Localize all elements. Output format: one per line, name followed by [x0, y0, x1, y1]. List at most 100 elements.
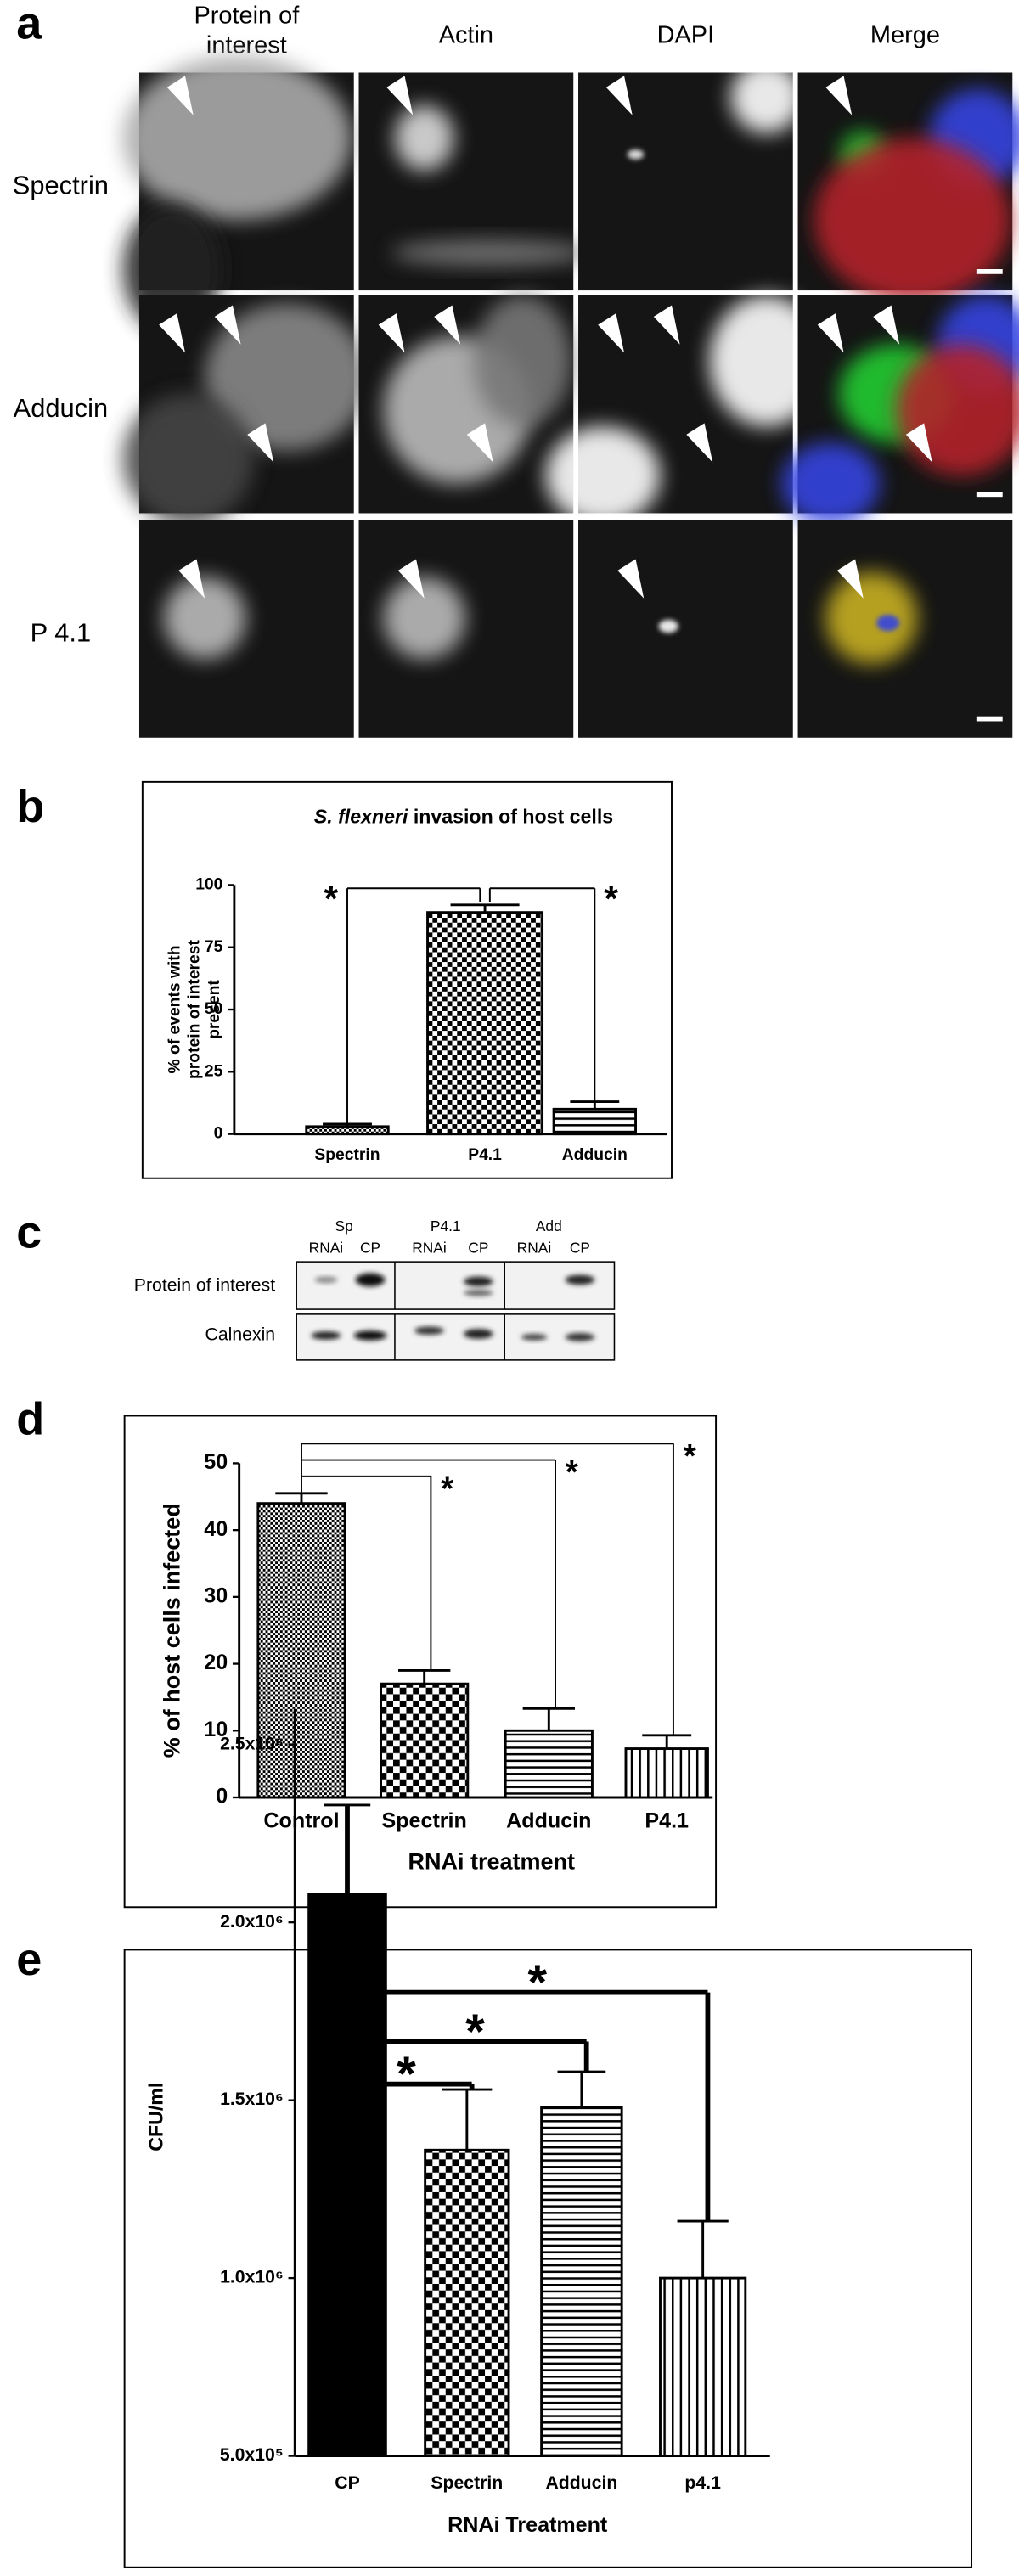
- arrowhead: [166, 76, 194, 115]
- blot-band: [311, 1331, 341, 1340]
- arrowhead: [466, 423, 493, 463]
- significance-star: *: [324, 879, 338, 919]
- x-tick-label: P4.1: [468, 1146, 502, 1164]
- cell-signal: [122, 393, 255, 525]
- micrograph: [797, 72, 1019, 302]
- blot-row-label: Protein of interest: [134, 1276, 275, 1296]
- y-tick-label: 0: [216, 1785, 228, 1808]
- row-label: Spectrin: [13, 171, 109, 200]
- x-axis-label: RNAi Treatment: [448, 2513, 608, 2537]
- arrowhead: [825, 76, 853, 115]
- bar: [504, 1729, 594, 1799]
- x-tick-label: Spectrin: [314, 1146, 380, 1164]
- micrograph: [358, 520, 574, 738]
- blot-strip: [296, 1261, 616, 1310]
- cell-signal: [205, 303, 369, 452]
- lane-label: RNAi: [309, 1239, 344, 1256]
- bar: [424, 2148, 510, 2458]
- arrowhead: [159, 313, 186, 353]
- y-tick-label: 1.0x10⁶: [220, 2268, 284, 2287]
- micrograph: [122, 295, 369, 525]
- cell-signal: [658, 619, 678, 633]
- arrowhead: [178, 559, 205, 599]
- blot-band: [565, 1274, 595, 1285]
- blot-band: [521, 1334, 548, 1341]
- y-tick-label: 2.5x10⁶: [220, 1734, 284, 1753]
- micrograph: [781, 295, 1019, 525]
- column-header: interest: [206, 31, 287, 59]
- micrograph: [358, 72, 588, 291]
- x-tick-label: Control: [263, 1809, 339, 1833]
- blot-band: [353, 1330, 387, 1341]
- y-tick-label: 10: [204, 1718, 228, 1741]
- group-label: Sp: [335, 1218, 353, 1235]
- blot-band: [355, 1273, 386, 1287]
- x-tick-label: p4.1: [684, 2473, 721, 2493]
- arrowhead: [434, 305, 461, 345]
- micrograph: [797, 520, 1013, 738]
- micrograph: [578, 520, 793, 738]
- micrograph: [358, 295, 574, 514]
- y-axis-label: % of events with: [166, 945, 184, 1073]
- arrowhead: [617, 559, 645, 599]
- title-rest: invasion of host cells: [414, 805, 613, 827]
- blot-strip: [296, 1313, 616, 1361]
- cell-signal: [122, 56, 352, 221]
- bar: [659, 2276, 747, 2458]
- blot-band: [414, 1326, 444, 1335]
- cell-signal: [627, 149, 645, 160]
- arrowhead: [598, 313, 625, 353]
- column-header: Actin: [439, 22, 493, 49]
- y-tick-label: 5.0x10⁵: [220, 2445, 284, 2465]
- y-tick-label: 50: [204, 1450, 228, 1474]
- cell-signal: [394, 105, 454, 172]
- arrowhead: [247, 423, 274, 463]
- bar: [540, 2106, 623, 2458]
- cell-signal: [391, 239, 588, 267]
- panel-letter: e: [16, 1934, 42, 1985]
- arrowhead: [686, 423, 713, 463]
- y-tick-label: 0: [214, 1125, 223, 1143]
- y-tick-label: 2.0x10⁶: [220, 1912, 284, 1932]
- cell-signal: [709, 295, 825, 427]
- scale-bar: [976, 269, 1003, 274]
- panel-b-frame: [141, 780, 673, 1179]
- arrowhead: [605, 76, 633, 115]
- x-tick-label: CP: [335, 2473, 359, 2493]
- cell-signal: [473, 295, 572, 427]
- y-tick-label: 50: [205, 1000, 222, 1018]
- cell-signal: [163, 577, 246, 660]
- lane-label: CP: [360, 1239, 380, 1256]
- chart-title: S. flexneri invasion of host cells: [314, 805, 613, 827]
- panel-letter: d: [16, 1393, 44, 1444]
- title-italic: S. flexneri: [314, 805, 408, 827]
- arrowhead: [386, 76, 414, 115]
- panel-letter: a: [16, 0, 42, 49]
- arrowhead: [397, 559, 425, 599]
- y-tick-label: 30: [204, 1583, 228, 1607]
- y-tick-label: 100: [195, 875, 222, 893]
- scale-bar: [976, 716, 1003, 722]
- bar: [624, 1747, 709, 1799]
- arrowhead: [214, 305, 241, 345]
- arrowhead: [378, 313, 405, 353]
- bar: [552, 1107, 637, 1136]
- arrowhead: [836, 559, 864, 599]
- panel-e-frame: [123, 1949, 973, 2568]
- cell-signal: [383, 577, 465, 660]
- bar: [426, 911, 544, 1136]
- cell-signal: [781, 442, 881, 525]
- x-tick-label: Spectrin: [431, 2473, 503, 2493]
- x-tick-label: P4.1: [645, 1809, 689, 1833]
- y-tick-label: 20: [204, 1651, 228, 1674]
- y-tick-label: 1.5x10⁶: [220, 2089, 284, 2109]
- blot-band: [463, 1276, 493, 1287]
- arrowhead: [873, 305, 900, 345]
- scale-bar: [976, 492, 1003, 498]
- y-axis-label: CFU/ml: [144, 2083, 166, 2151]
- y-tick-label: 75: [205, 938, 223, 956]
- lane-label: RNAi: [412, 1239, 447, 1256]
- blot-band: [463, 1289, 493, 1296]
